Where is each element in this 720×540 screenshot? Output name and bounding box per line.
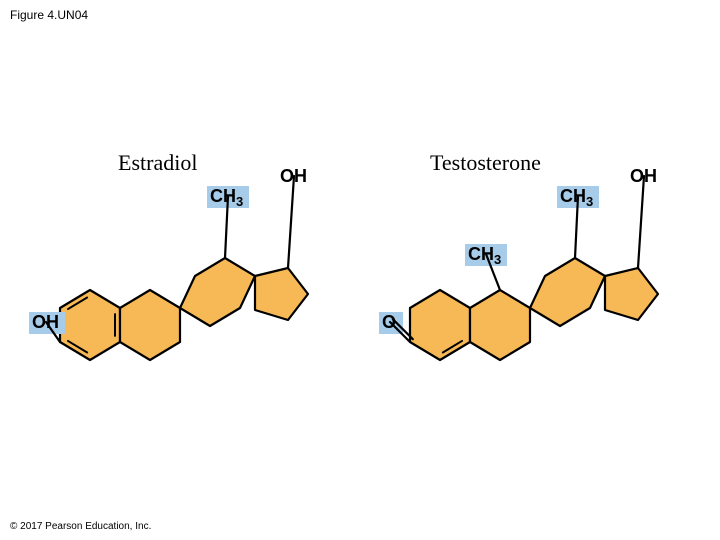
svg-text:OH: OH <box>630 166 657 186</box>
molecule-diagram: OHCH3OH OCH3CH3OH <box>0 0 720 540</box>
svg-text:O: O <box>382 312 396 332</box>
svg-text:OH: OH <box>280 166 307 186</box>
svg-text:OH: OH <box>32 312 59 332</box>
